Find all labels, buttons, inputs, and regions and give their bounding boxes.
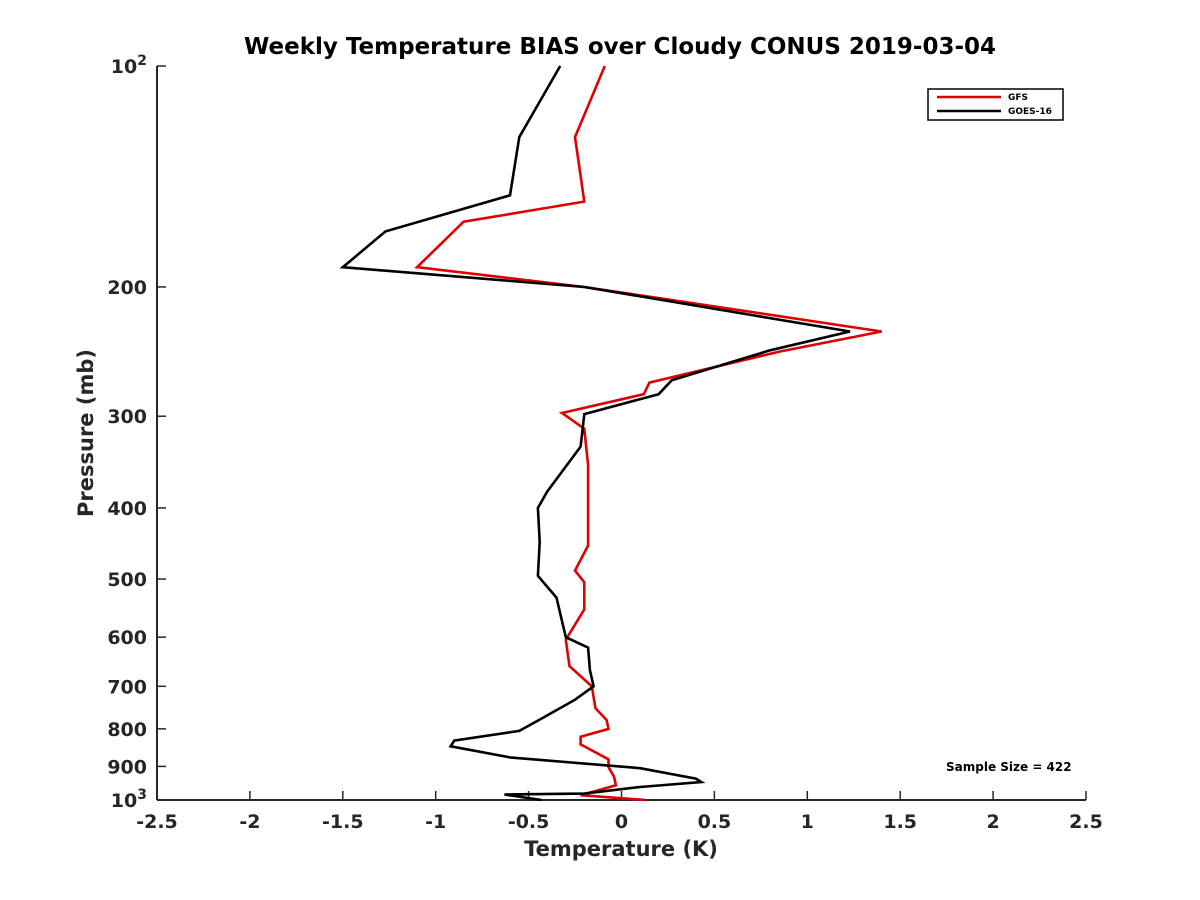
y-axis-label: Pressure (mb) <box>74 349 98 517</box>
legend-box <box>927 88 1064 121</box>
sample-size-annotation: Sample Size = 422 <box>946 760 1072 774</box>
legend-label-goes16: GOES-16 <box>1008 107 1052 117</box>
y-tick-label: 900 <box>107 756 147 778</box>
x-tick-label: -2 <box>239 811 260 833</box>
y-tick-label: 500 <box>107 569 147 591</box>
y-tick-label: 103 <box>111 787 147 812</box>
y-tick-label: 800 <box>107 719 147 741</box>
x-tick-label: 2.5 <box>1069 811 1103 833</box>
x-tick-label: 2 <box>986 811 999 833</box>
y-tick-label: 102 <box>111 53 147 78</box>
x-tick-label: 1.5 <box>883 811 917 833</box>
x-axis-label: Temperature (K) <box>524 837 718 861</box>
y-tick-group: 102 200 300 400 500 600 700 800 900 103 <box>107 53 166 812</box>
x-tick-label: -1.5 <box>322 811 364 833</box>
x-tick-group: -2.5 -2 -1.5 -1 -0.5 0 0.5 1 1.5 2 2.5 <box>136 791 1103 833</box>
y-tick-label: 200 <box>107 277 147 299</box>
series-group <box>339 65 882 802</box>
chart-title: Weekly Temperature BIAS over Cloudy CONU… <box>244 34 996 60</box>
x-tick-label: 0 <box>615 811 628 833</box>
x-tick-label: -2.5 <box>136 811 178 833</box>
y-tick-label: 300 <box>107 406 147 428</box>
x-tick-label: -0.5 <box>508 811 550 833</box>
legend: GFS GOES-16 <box>927 88 1064 121</box>
x-tick-label: 0.5 <box>698 811 732 833</box>
x-tick-label: 1 <box>801 811 814 833</box>
y-tick-label: 600 <box>107 627 147 649</box>
series-line-gfs <box>414 65 882 802</box>
y-tick-label: 400 <box>107 498 147 520</box>
y-tick-label: 700 <box>107 676 147 698</box>
series-line-goes-16 <box>339 65 851 802</box>
legend-label-gfs: GFS <box>1008 93 1028 103</box>
plot-axes <box>156 66 1086 801</box>
x-tick-label: -1 <box>425 811 446 833</box>
